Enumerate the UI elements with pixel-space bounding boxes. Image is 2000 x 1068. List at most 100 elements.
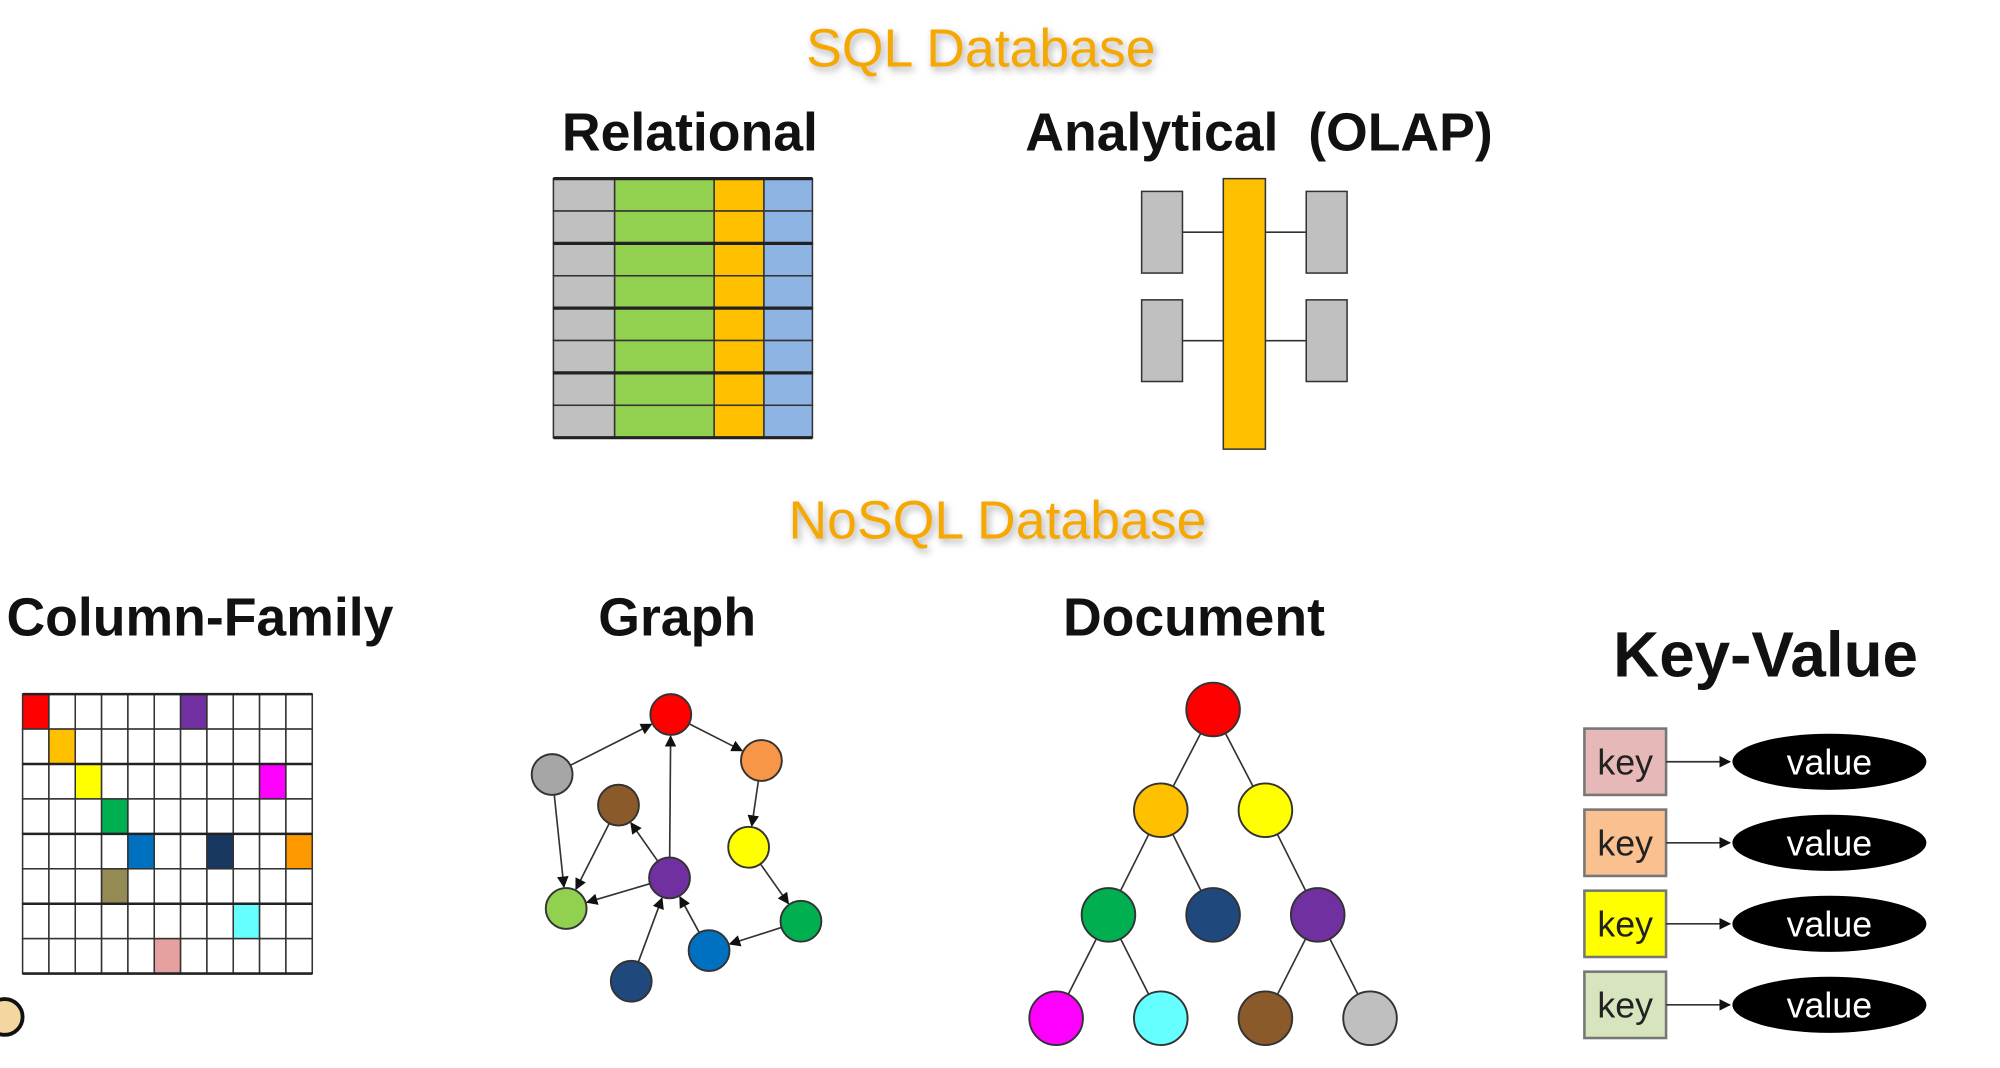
olap-box [1305,299,1348,383]
grid-cell [74,693,103,730]
table-cell [613,242,715,277]
grid-cell [206,693,235,730]
grid-cell [74,902,103,940]
grid-cell [258,868,287,905]
key-text: key [1597,905,1653,945]
grid-cell [179,937,208,975]
sql-header: SQL Database [806,18,1155,78]
grid-cell [258,728,287,765]
graph-node [530,753,574,796]
value-text: value [1787,743,1872,783]
key-box [1583,889,1668,959]
grid-cell [21,763,50,800]
grid-cell [153,902,182,940]
grid-cell [206,902,235,940]
grid-cell [48,833,77,870]
nosql-header: NoSQL Database [788,490,1206,550]
graph-node [648,856,691,900]
olap-box [1140,299,1184,383]
grid-cell [127,833,156,870]
grid-cell [100,693,129,730]
table-cell [552,177,616,212]
grid-cell [206,937,235,975]
value-text: value [1787,905,1872,945]
grid-cell [179,693,208,730]
grid-cell [179,833,208,870]
graph-edge [630,821,659,862]
tree-node [1185,887,1241,943]
grid-cell [285,868,314,905]
grid-cell [258,937,287,975]
grid-cell [127,902,156,940]
graph-label: Graph [598,587,756,647]
grid-cell [21,868,50,905]
grid-cell [21,693,50,730]
tree-node [1342,990,1398,1046]
grid-cell [127,728,156,765]
graph-node [687,929,731,972]
graph-node [649,693,693,736]
graph-edge [664,735,677,858]
grid-cell [100,833,129,870]
grid-cell [258,833,287,870]
grid-cell [206,798,235,835]
grid-cell [179,798,208,835]
value-text: value [1787,824,1872,864]
grid-cell [21,902,50,940]
graph-node [727,825,771,869]
tree-node [1133,782,1189,839]
grid-cell [74,833,103,870]
grid-cell [153,763,182,800]
grid-cell [48,868,77,905]
table-cell [552,339,616,374]
document-label: Document [1063,587,1325,647]
graph-edge [575,822,611,891]
grid-cell [100,937,129,975]
grid-cell [232,937,261,975]
table-cell [713,210,765,245]
table-cell [552,404,616,439]
graph-node [544,887,588,930]
key-box [1583,970,1668,1040]
table-cell [552,307,616,342]
table-cell [613,339,715,374]
grid-cell [206,763,235,800]
value-oval [1732,895,1927,952]
grid-cell [100,868,129,905]
grid-cell [232,693,261,730]
table-cell [613,275,715,309]
table-cell [763,372,814,407]
grid-cell [74,763,103,800]
graph-edge [569,723,653,767]
grid-cell [127,798,156,835]
grid-cell [285,902,314,940]
grid-cell [48,763,77,800]
table-cell [763,307,814,342]
grid-cell [206,728,235,765]
table-cell [713,307,765,342]
relational-label: Relational [562,103,818,163]
graph-edge [679,895,701,934]
key-text: key [1597,824,1653,864]
grid-cell [21,833,50,870]
grid-cell [74,868,103,905]
grid-cell [48,937,77,975]
grid-cell [21,728,50,765]
key-text: key [1597,986,1653,1026]
tree-node [1289,887,1346,943]
value-oval [1732,733,1927,790]
grid-cell [48,728,77,765]
grid-cell [285,693,314,730]
grid-cell [285,833,314,870]
table-cell [713,339,765,374]
table-cell [613,307,715,342]
grid-cell [232,798,261,835]
table-cell [713,275,765,309]
tree-node [1185,681,1241,738]
grid-cell [153,728,182,765]
grid-cell [21,798,50,835]
grid-cell [48,902,77,940]
graph-node [609,959,653,1003]
column-family-label: Column-Family [6,587,393,647]
